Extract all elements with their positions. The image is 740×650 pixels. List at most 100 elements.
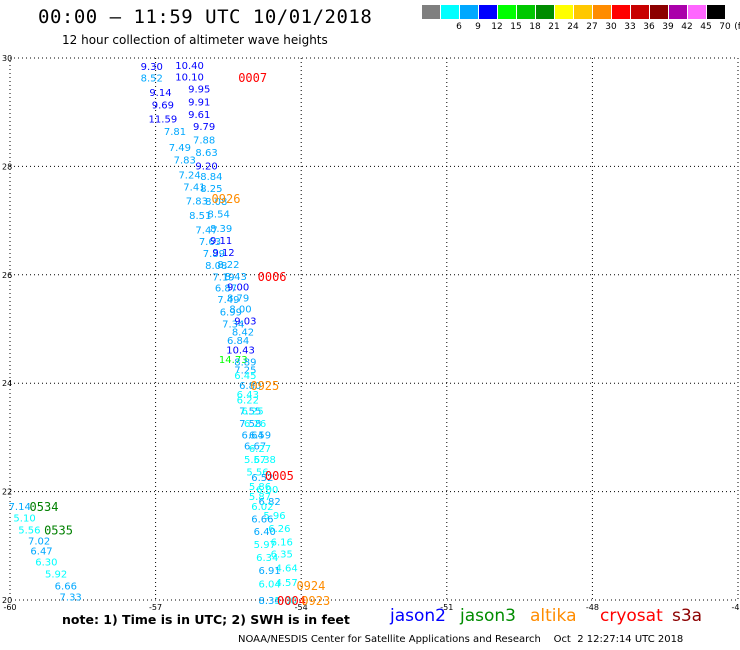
wave-height-label: 9.79 (193, 122, 215, 133)
wave-height-label: 9.61 (188, 110, 210, 121)
wave-height-label: 6.91 (259, 566, 281, 577)
scale-swatch (460, 5, 478, 19)
wave-height-label: 8.08 (205, 261, 227, 272)
wave-height-label: 6.30 (35, 558, 57, 569)
legend-altika: altika (530, 606, 577, 626)
wave-height-label: 6.02 (251, 502, 273, 513)
map-subtitle: 12 hour collection of altimeter wave hei… (62, 33, 328, 47)
wave-height-label: 6.00 (256, 485, 278, 496)
wave-height-label: 8.39 (210, 224, 232, 235)
wave-height-label: 6.82 (259, 497, 281, 508)
wave-height-label: 10.10 (175, 72, 204, 83)
wave-height-label: 9.03 (234, 316, 256, 327)
wave-height-label: 6.43 (237, 390, 259, 401)
lat-tick-label: 20 (2, 596, 12, 605)
wave-height-label: 6.25 (242, 406, 264, 417)
scale-unit: (ft) (734, 22, 740, 32)
wave-height-label: 6.66 (251, 515, 273, 526)
scale-swatch (707, 5, 725, 19)
wave-height-label: 9.14 (149, 88, 171, 99)
lon-tick-label: -57 (149, 603, 162, 612)
pass-time-label: 0923 (301, 594, 330, 608)
wave-height-label: 7.49 (217, 295, 239, 306)
wave-height-label: 8.34 (259, 596, 281, 607)
pass-time-label: 0924 (296, 579, 325, 593)
scale-swatch (422, 5, 440, 19)
wave-height-label: 6.67 (244, 442, 266, 453)
wave-height-label: 7.58 (239, 419, 261, 430)
scale-swatch (650, 5, 668, 19)
lat-tick-label: 30 (2, 54, 12, 63)
wave-height-label: 4.64 (276, 563, 298, 574)
wave-height-label: 8.84 (200, 172, 222, 183)
lon-tick-label: -54 (295, 603, 308, 612)
wave-height-label: 9.11 (210, 236, 232, 247)
map-footer: NOAA/NESDIS Center for Satellite Applica… (238, 634, 684, 645)
wave-height-label: 10.40 (175, 61, 204, 72)
wave-height-label: 5.56 (18, 526, 40, 537)
wave-height-label: 6.22 (237, 395, 259, 406)
wave-height-label: 9.30 (141, 62, 163, 73)
wave-height-label: 8.22 (217, 260, 239, 271)
wave-height-label: 6.66 (55, 581, 77, 592)
wave-height-label: 6.99 (220, 308, 242, 319)
wave-height-label: 7.25 (234, 366, 256, 377)
wave-height-label: 9.12 (212, 248, 234, 259)
wave-height-label: 8.63 (195, 148, 217, 159)
wave-height-label: 8.79 (227, 294, 249, 305)
pass-time-label: 0006 (258, 270, 287, 284)
scale-label: 24 (567, 22, 579, 32)
wave-height-label: 6.80 (239, 381, 261, 392)
scale-swatch (479, 5, 497, 19)
wave-height-label: 8.89 (234, 358, 256, 369)
scale-swatch (536, 5, 554, 19)
scale-swatch (631, 5, 649, 19)
wave-height-label: 6.26 (244, 419, 266, 430)
wave-height-label: 5.86 (249, 482, 271, 493)
pass-time-label: 0534 (30, 500, 59, 514)
scale-label: 21 (548, 22, 560, 32)
pass-time-label: 0004 (277, 594, 306, 608)
wave-height-label: 5.57 (244, 455, 266, 466)
map-title: 00:00 — 11:59 UTC 10/01/2018 (38, 6, 373, 28)
wave-height-label: 9.69 (152, 101, 174, 112)
scale-label: 36 (643, 22, 655, 32)
wave-height-label: 7.89 (203, 249, 225, 260)
wave-height-label: 5.10 (13, 514, 35, 525)
lon-tick-label: -51 (440, 603, 453, 612)
pass-time-label: 0007 (238, 71, 267, 85)
scale-swatch (669, 5, 687, 19)
legend-s3a: s3a (672, 606, 703, 626)
pass-time-label: 0926 (212, 192, 241, 206)
wave-height-label: 5.87 (249, 492, 271, 503)
lat-tick-label: 24 (2, 379, 12, 388)
wave-height-label: 7.83 (186, 197, 208, 208)
wave-height-label: 5.56 (246, 468, 268, 479)
wave-height-label: 7.19 (212, 272, 234, 283)
wave-height-label: 8.51 (189, 211, 211, 222)
wave-height-label: 6.47 (30, 547, 52, 558)
wave-height-label: 7.33 (60, 593, 82, 604)
wave-height-label: 7.34 (222, 320, 244, 331)
wave-height-label: 7.41 (183, 182, 205, 193)
legend-jason2: jason2 (390, 606, 446, 626)
wave-height-label: 7.02 (28, 536, 50, 547)
scale-label: 70 (719, 22, 731, 32)
wave-height-label: 6.59 (249, 431, 271, 442)
scale-label: 39 (662, 22, 674, 32)
scale-swatch (612, 5, 630, 19)
wave-height-label: 8.25 (200, 184, 222, 195)
wave-height-label: 6.34 (256, 553, 278, 564)
scale-swatch (517, 5, 535, 19)
lat-tick-label: 26 (2, 271, 12, 280)
legend-jason3: jason3 (460, 606, 516, 626)
wave-height-label: 7.24 (178, 171, 200, 182)
wave-height-label: 8.54 (208, 210, 230, 221)
lat-tick-label: 22 (2, 488, 12, 497)
scale-label: 33 (624, 22, 636, 32)
wave-height-label: 11.59 (149, 115, 178, 126)
legend-cryosat: cryosat (600, 606, 663, 626)
wave-height-label: 7.49 (169, 143, 191, 154)
wave-height-label: 6.40 (254, 527, 276, 538)
wave-height-label: 5.96 (263, 511, 285, 522)
